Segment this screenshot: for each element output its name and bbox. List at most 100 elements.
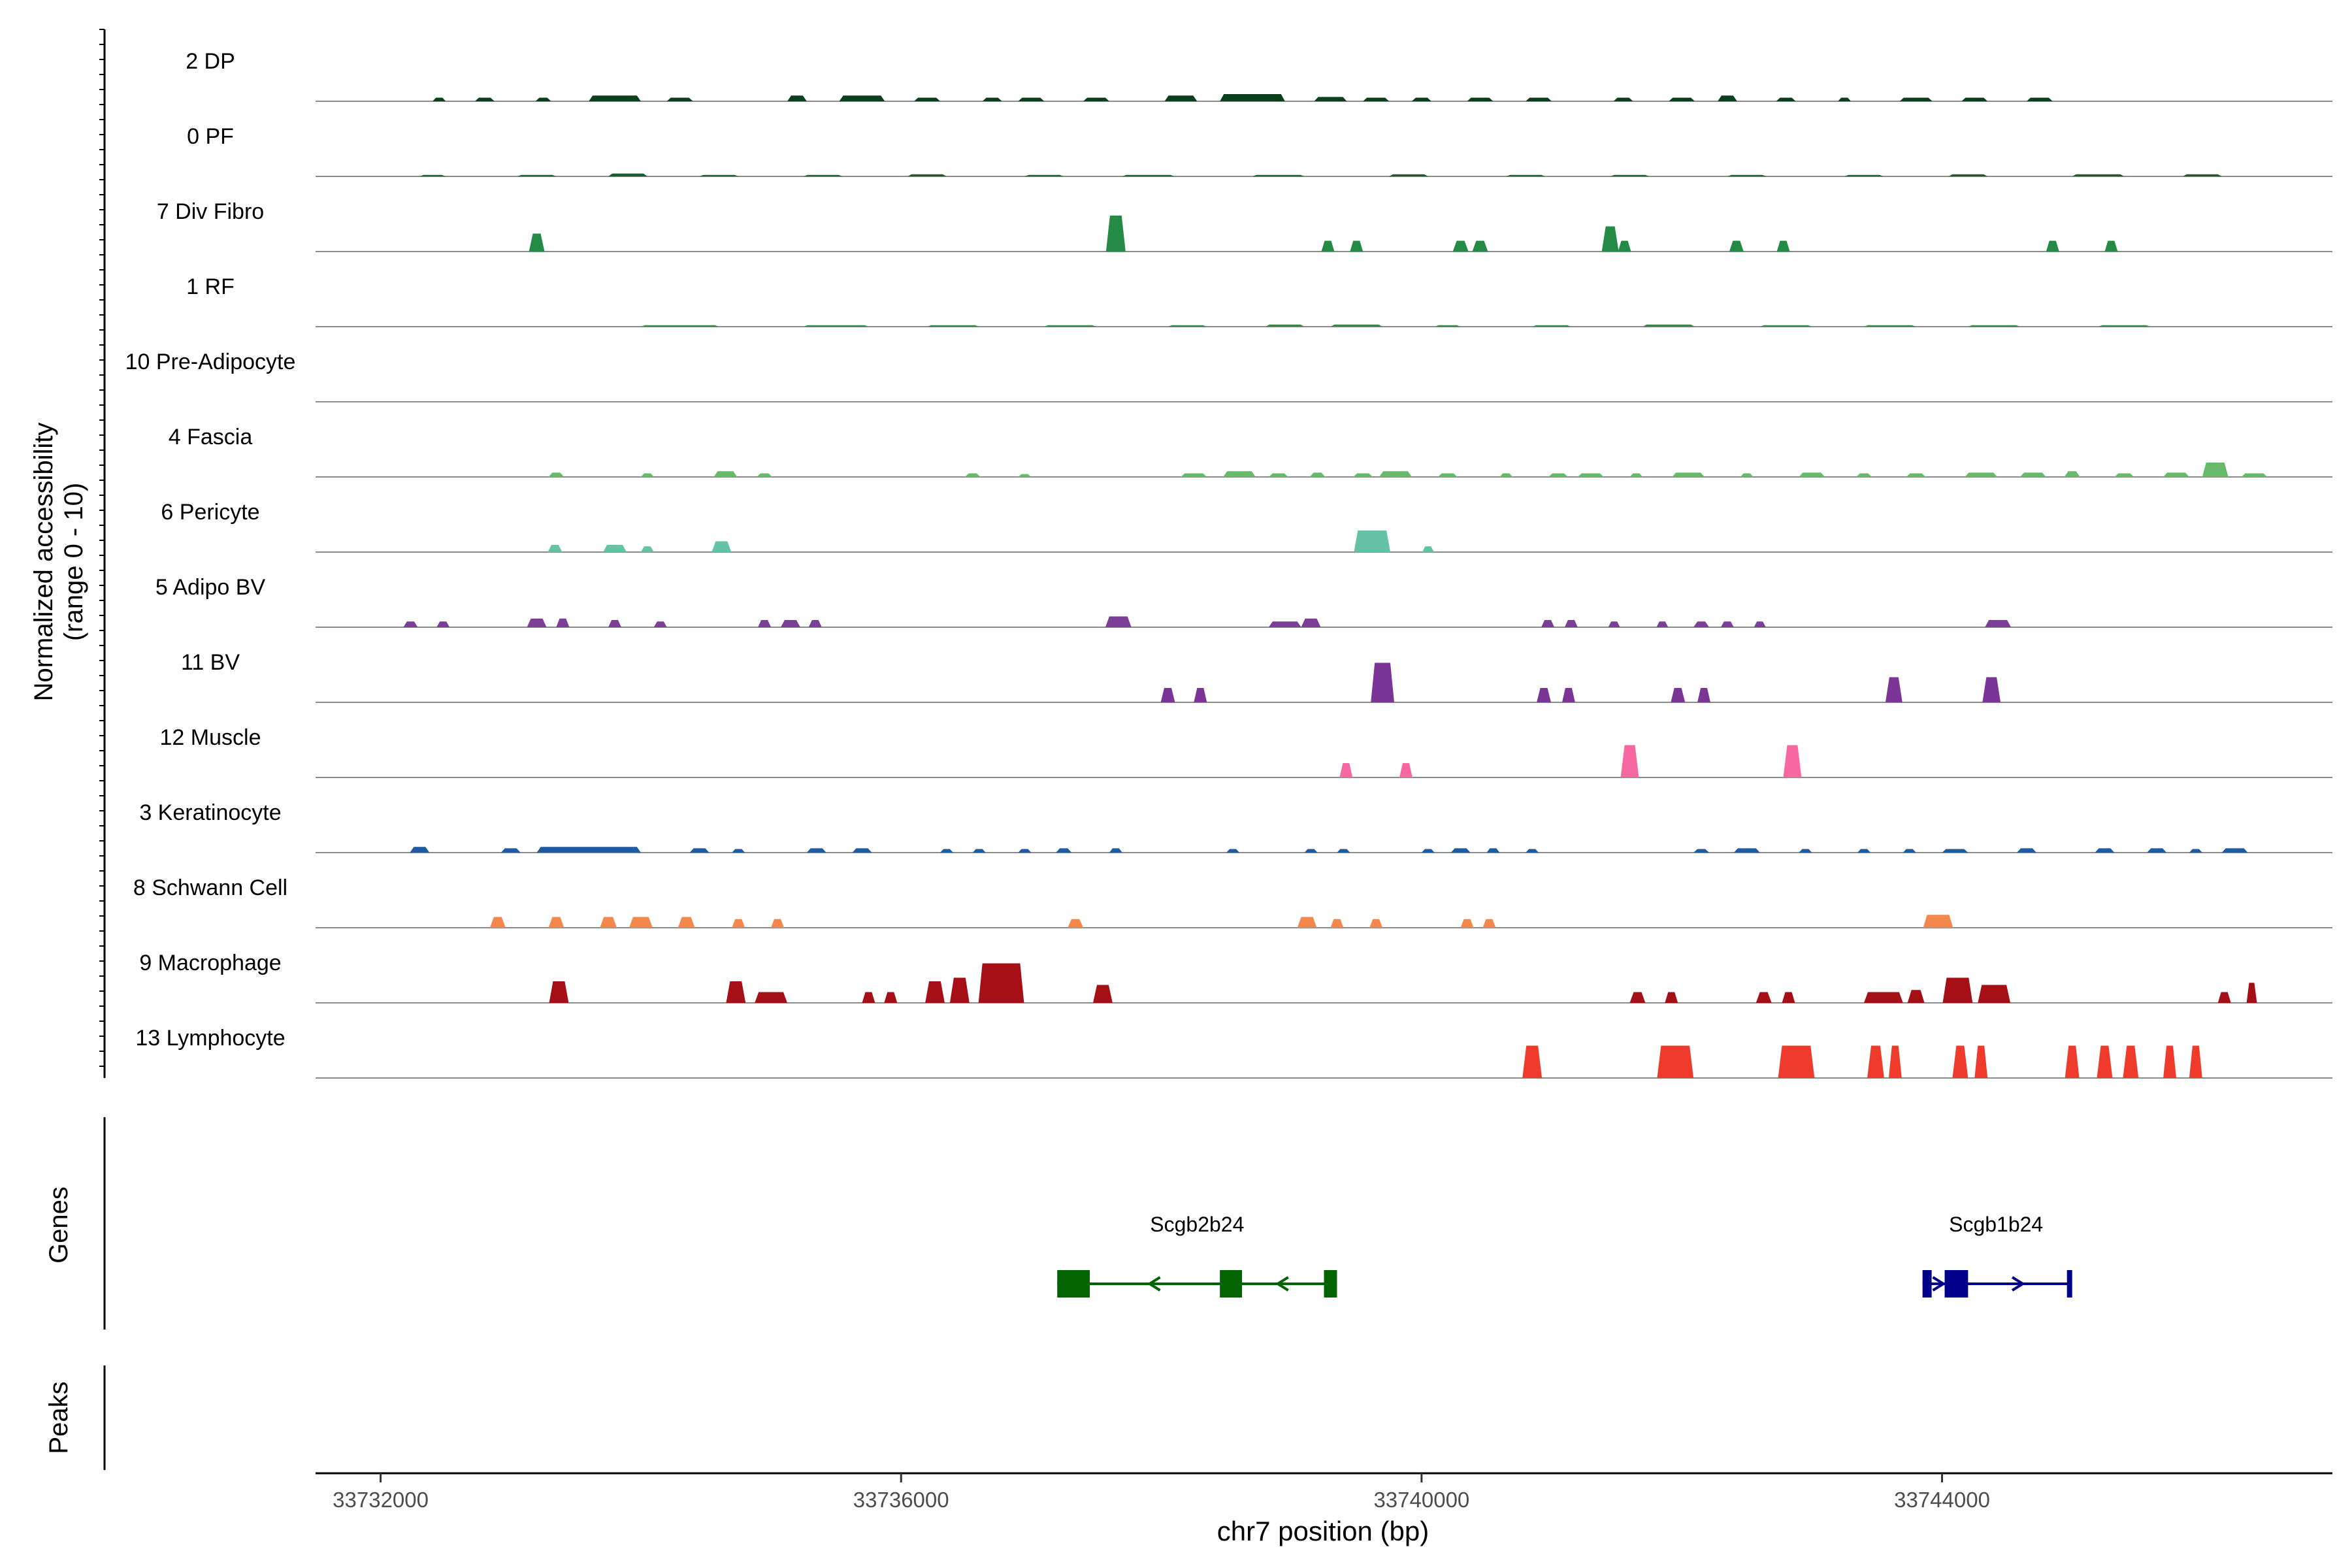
gene-exon — [1220, 1270, 1243, 1298]
coverage-peak — [1522, 1045, 1543, 1078]
coverage-peak — [1799, 849, 1812, 853]
coverage-peak — [1330, 324, 1383, 327]
coverage-peak — [1506, 174, 1546, 176]
y-axis-label-line2: (range 0 - 10) — [59, 483, 88, 641]
strand-arrow — [1147, 1276, 1161, 1292]
coverage-peak — [972, 849, 986, 853]
coverage-peak — [1304, 849, 1318, 853]
track-label: 8 Schwann Cell — [133, 875, 287, 900]
coverage-peak — [1740, 473, 1754, 477]
coverage-peak — [1942, 977, 1973, 1003]
coverage-peak — [608, 620, 621, 627]
coverage-peak — [1337, 849, 1350, 853]
coverage-peak — [2065, 1045, 2080, 1078]
x-axis-title: chr7 position (bp) — [1217, 1516, 1429, 1546]
coverage-peak — [1434, 325, 1461, 327]
coverage-peak — [1697, 688, 1710, 702]
coverage-peak — [2221, 848, 2248, 853]
coverage-peak — [589, 95, 641, 101]
coverage-peak — [806, 848, 826, 853]
gene-name-label: Scgb2b24 — [1150, 1213, 1244, 1236]
coverage-peak — [1693, 849, 1709, 853]
coverage-peak — [771, 919, 784, 928]
coverage-peak — [1867, 1045, 1884, 1078]
coverage-peak — [914, 97, 940, 101]
coverage-peak — [1353, 473, 1373, 477]
gene-exon — [1324, 1270, 1337, 1298]
track-6-pericyte: 6 Pericyte — [161, 500, 2332, 553]
gene-exon — [1922, 1270, 1932, 1298]
coverage-peak — [1363, 97, 1390, 101]
coverage-peak — [1733, 848, 1760, 853]
coverage-peak — [1620, 745, 1639, 777]
coverage-peak — [433, 97, 446, 101]
gene-scgb2b24: Scgb2b24 — [1057, 1213, 1337, 1298]
coverage-peak — [927, 325, 979, 327]
coverage-peak — [1629, 992, 1646, 1003]
coverage-peak — [1056, 848, 1072, 853]
coverage-peak — [1907, 990, 1925, 1003]
coverage-peak — [732, 849, 745, 853]
coverage-peak — [640, 473, 654, 477]
coverage-peak — [808, 620, 822, 627]
coverage-peak — [1105, 616, 1132, 627]
coverage-peak — [2217, 992, 2231, 1003]
coverage-peak — [2241, 473, 2268, 477]
coverage-peak — [1160, 688, 1175, 702]
coverage-peak — [1499, 473, 1513, 477]
coverage-peak — [1541, 620, 1554, 627]
coverage-peak — [403, 621, 418, 627]
coverage-peak — [1018, 474, 1032, 477]
coverage-peak — [1105, 216, 1126, 252]
coverage-peak — [1783, 745, 1802, 777]
coverage-peak — [1961, 97, 1988, 101]
coverage-peak — [640, 325, 719, 327]
coverage-peak — [1562, 688, 1575, 702]
coverage-peak — [1252, 174, 1305, 176]
coverage-peak — [1321, 240, 1335, 252]
coverage-peak — [1389, 174, 1428, 176]
coverage-peak — [1399, 763, 1413, 777]
coverage-peak — [2017, 848, 2036, 853]
track-2-dp: 2 DP — [186, 49, 2332, 102]
coverage-peak — [629, 917, 653, 928]
coverage-peak — [1301, 618, 1321, 627]
coverage-peak — [1044, 325, 1096, 327]
coverage-peak — [862, 992, 875, 1003]
coverage-peak — [489, 917, 506, 928]
track-label: 4 Fascia — [169, 425, 253, 449]
coverage-peak — [1613, 97, 1633, 101]
coverage-peak — [556, 618, 570, 627]
coverage-peak — [1665, 992, 1678, 1003]
coverage-peak — [1537, 688, 1551, 702]
coverage-peak — [732, 919, 745, 928]
coverage-peak — [1109, 848, 1122, 853]
coverage-peak — [1885, 677, 1903, 702]
coverage-peak — [1754, 621, 1766, 627]
coverage-peak — [1693, 621, 1709, 627]
coverage-peak — [1982, 677, 2001, 702]
coverage-peak — [1421, 849, 1435, 853]
coverage-peak — [1778, 1045, 1815, 1078]
coverage-peak — [436, 621, 450, 627]
coverage-peak — [1068, 919, 1084, 928]
coverage-peak — [666, 97, 693, 101]
coverage-peak — [1727, 174, 1767, 176]
coverage-peak — [1776, 97, 1796, 101]
coverage-peak — [1309, 472, 1326, 477]
track-8-schwann-cell: 8 Schwann Cell — [133, 875, 2332, 928]
coverage-peak — [1601, 226, 1619, 252]
coverage-peak — [787, 95, 807, 101]
coverage-peak — [755, 992, 787, 1003]
coverage-peak — [2097, 1045, 2113, 1078]
coverage-peak — [653, 621, 667, 627]
genes-panel: Scgb2b24 Scgb1b24 — [1057, 1213, 2072, 1298]
track-7-div-fibro: 7 Div Fibro — [157, 199, 2332, 252]
coverage-peak — [1450, 848, 1471, 853]
coverage-peak — [678, 917, 695, 928]
coverage-peak — [1532, 325, 1571, 327]
coverage-peak — [1093, 985, 1113, 1003]
coverage-peak — [1371, 662, 1394, 702]
track-3-keratinocyte: 3 Keratinocyte — [139, 800, 2332, 853]
